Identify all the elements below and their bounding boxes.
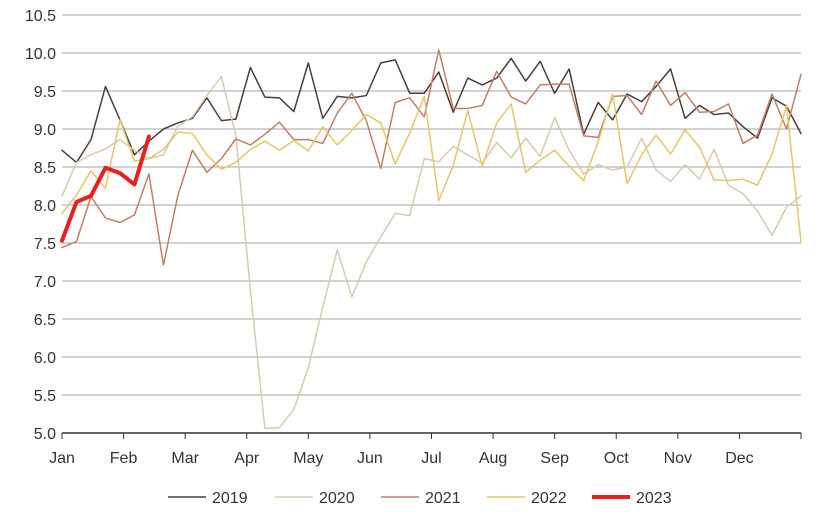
series-line-2023 <box>60 134 151 243</box>
gridlines <box>62 14 801 396</box>
x-tick-label: Apr <box>234 450 260 467</box>
x-tick-label: Jul <box>421 450 441 467</box>
x-tick-label: Sep <box>540 450 569 467</box>
x-tick-label: Feb <box>110 450 138 467</box>
series-lines <box>60 49 802 430</box>
y-tick-label: 5.0 <box>34 426 56 443</box>
x-tick-label: May <box>293 450 323 467</box>
y-tick-label: 7.0 <box>34 274 56 291</box>
y-tick-label: 6.5 <box>34 312 56 329</box>
x-tick-label: Nov <box>664 450 692 467</box>
y-tick-label: 10.5 <box>25 8 56 25</box>
y-tick-label: 10.0 <box>25 46 56 63</box>
x-axis: Jan Feb Mar Apr May Jun Jul Aug Sep Oct Nov Dec <box>49 432 802 467</box>
legend-label-2021: 2021 <box>425 490 461 507</box>
legend-label-2019: 2019 <box>212 490 248 507</box>
y-tick-label: 5.5 <box>34 388 56 405</box>
y-tick-label: 6.0 <box>34 350 56 367</box>
y-tick-label: 9.5 <box>34 84 56 101</box>
x-tick-label: Oct <box>604 450 629 467</box>
y-tick-label: 8.5 <box>34 160 56 177</box>
legend-label-2023: 2023 <box>636 490 672 507</box>
series-line-2022 <box>61 93 802 243</box>
y-axis-ticks: 5.0 5.5 6.0 6.5 7.0 7.5 8.0 8.5 9.0 9.5 10.0 10.5 <box>25 8 56 443</box>
legend: 2019 2020 2021 2022 2023 <box>168 490 672 507</box>
x-tick-label: Dec <box>725 450 753 467</box>
series-line-2020 <box>61 75 802 430</box>
legend-label-2022: 2022 <box>531 490 567 507</box>
legend-label-2020: 2020 <box>319 490 355 507</box>
y-tick-label: 8.0 <box>34 198 56 215</box>
y-tick-label: 9.0 <box>34 122 56 139</box>
x-tick-label: Aug <box>479 450 507 467</box>
series-line-2021 <box>61 49 802 266</box>
x-tick-label: Mar <box>171 450 199 467</box>
x-tick-label: Jan <box>49 450 75 467</box>
y-tick-label: 7.5 <box>34 236 56 253</box>
x-tick-label: Jun <box>357 450 383 467</box>
